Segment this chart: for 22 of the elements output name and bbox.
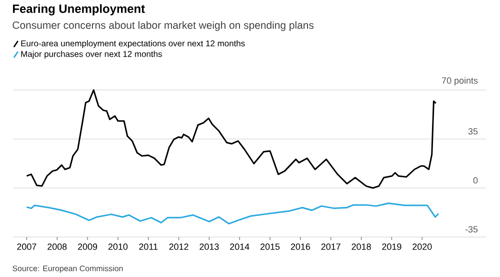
y-tick-label: -35 bbox=[465, 226, 478, 232]
legend-label: Major purchases over next 12 months bbox=[21, 50, 162, 59]
y-tick-label: 0 bbox=[473, 177, 478, 184]
x-tick-label: 2019 bbox=[382, 244, 402, 250]
x-tick-label: 2012 bbox=[169, 244, 188, 250]
x-tick-label: 2015 bbox=[260, 244, 280, 250]
chart-title: Fearing Unemployment bbox=[12, 4, 145, 16]
chart-subtitle: Consumer concerns about labor market weigh on spending plans bbox=[12, 21, 314, 31]
x-tick-label: 2008 bbox=[48, 244, 67, 250]
y-tick-label: 35 bbox=[468, 128, 478, 134]
x-tick-label: 2007 bbox=[17, 244, 36, 250]
x-tick-label: 2014 bbox=[230, 244, 250, 250]
legend-label: Euro-area unemployment expectations over next 12 months bbox=[21, 40, 245, 48]
y-tick-label: 70 points bbox=[442, 77, 478, 86]
x-tick-label: 2017 bbox=[321, 244, 340, 250]
x-tick-label: 2009 bbox=[78, 244, 98, 250]
x-tick-label: 2018 bbox=[352, 244, 371, 250]
x-tick-label: 2020 bbox=[412, 244, 432, 250]
x-tick-label: 2013 bbox=[200, 244, 219, 250]
x-tick-label: 2010 bbox=[108, 244, 128, 250]
x-tick-label: 2016 bbox=[290, 244, 310, 250]
x-tick-label: 2011 bbox=[139, 244, 158, 250]
